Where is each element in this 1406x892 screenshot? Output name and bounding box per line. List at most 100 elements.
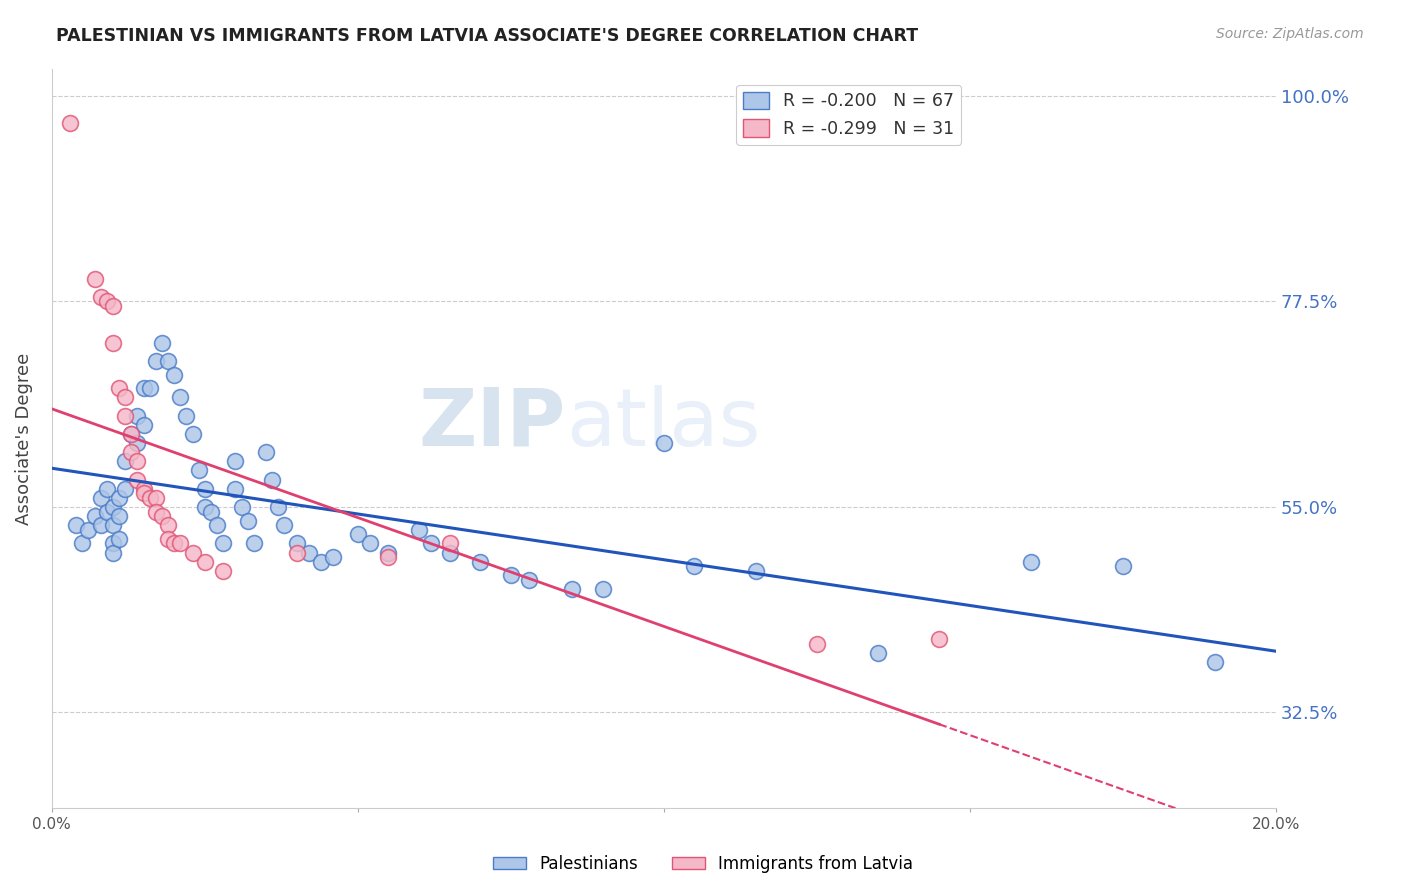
Point (408, 523, 430, 537)
Point (96, 482, 118, 496)
Point (439, 546, 461, 560)
Point (114, 409, 136, 423)
Point (120, 426, 142, 441)
Point (114, 390, 136, 404)
Point (150, 335, 173, 350)
Point (132, 417, 155, 432)
Point (90, 290, 112, 304)
Point (652, 436, 675, 450)
Text: PALESTINIAN VS IMMIGRANTS FROM LATVIA ASSOCIATE'S DEGREE CORRELATION CHART: PALESTINIAN VS IMMIGRANTS FROM LATVIA AS… (56, 27, 918, 45)
Point (868, 646, 890, 660)
Point (592, 582, 614, 596)
Point (439, 536, 461, 550)
Point (127, 436, 149, 450)
Text: atlas: atlas (567, 384, 761, 463)
Point (83, 509, 105, 524)
Point (267, 500, 290, 514)
Point (212, 536, 235, 550)
Point (138, 381, 160, 395)
Point (194, 500, 217, 514)
Point (145, 504, 167, 518)
Point (377, 550, 399, 565)
Point (806, 637, 828, 651)
Point (224, 482, 246, 496)
Point (285, 536, 308, 550)
Point (470, 555, 492, 569)
Point (101, 335, 124, 350)
Point (420, 536, 443, 550)
Point (108, 509, 131, 524)
Point (77, 523, 100, 537)
Legend: Palestinians, Immigrants from Latvia: Palestinians, Immigrants from Latvia (486, 848, 920, 880)
Point (157, 518, 180, 533)
Point (254, 445, 277, 459)
Point (1204, 655, 1226, 669)
Text: Source: ZipAtlas.com: Source: ZipAtlas.com (1216, 27, 1364, 41)
Point (108, 532, 131, 546)
Point (101, 536, 124, 550)
Point (132, 486, 155, 500)
Point (101, 299, 124, 313)
Point (561, 582, 583, 596)
Point (127, 454, 149, 468)
Point (517, 573, 540, 587)
Point (200, 504, 222, 518)
Point (377, 546, 399, 560)
Point (127, 473, 149, 487)
Point (108, 491, 131, 505)
Point (346, 527, 368, 541)
Point (683, 559, 706, 574)
Point (138, 491, 160, 505)
Point (181, 546, 204, 560)
Point (163, 536, 186, 550)
Point (242, 536, 264, 550)
Point (1019, 555, 1042, 569)
Point (205, 518, 228, 533)
Point (273, 518, 295, 533)
Point (224, 454, 246, 468)
Point (96, 294, 118, 309)
Point (194, 555, 217, 569)
Point (65, 518, 87, 533)
Point (72, 536, 94, 550)
Y-axis label: Associate's Degree: Associate's Degree (15, 352, 32, 524)
Text: ZIP: ZIP (419, 384, 567, 463)
Point (169, 536, 191, 550)
Point (120, 445, 142, 459)
Point (1112, 559, 1135, 574)
Point (187, 463, 209, 477)
Point (157, 532, 180, 546)
Point (132, 482, 155, 496)
Point (90, 491, 112, 505)
Point (236, 514, 259, 528)
Point (928, 632, 950, 647)
Point (231, 500, 253, 514)
Point (114, 482, 136, 496)
Point (157, 353, 180, 368)
Point (83, 271, 105, 285)
Point (101, 500, 124, 514)
Point (150, 509, 173, 524)
Point (359, 536, 381, 550)
Point (101, 518, 124, 533)
Point (101, 546, 124, 560)
Point (145, 491, 167, 505)
Point (114, 454, 136, 468)
Point (176, 409, 198, 423)
Point (262, 473, 284, 487)
Point (181, 426, 204, 441)
Point (120, 426, 142, 441)
Point (322, 550, 344, 565)
Point (309, 555, 332, 569)
Point (90, 518, 112, 533)
Point (127, 409, 149, 423)
Point (108, 381, 131, 395)
Point (285, 546, 308, 560)
Point (169, 390, 191, 404)
Point (298, 546, 321, 560)
Legend: R = -0.200   N = 67, R = -0.299   N = 31: R = -0.200 N = 67, R = -0.299 N = 31 (737, 85, 962, 145)
Point (132, 381, 155, 395)
Point (163, 368, 186, 382)
Point (212, 564, 235, 578)
Point (96, 504, 118, 518)
